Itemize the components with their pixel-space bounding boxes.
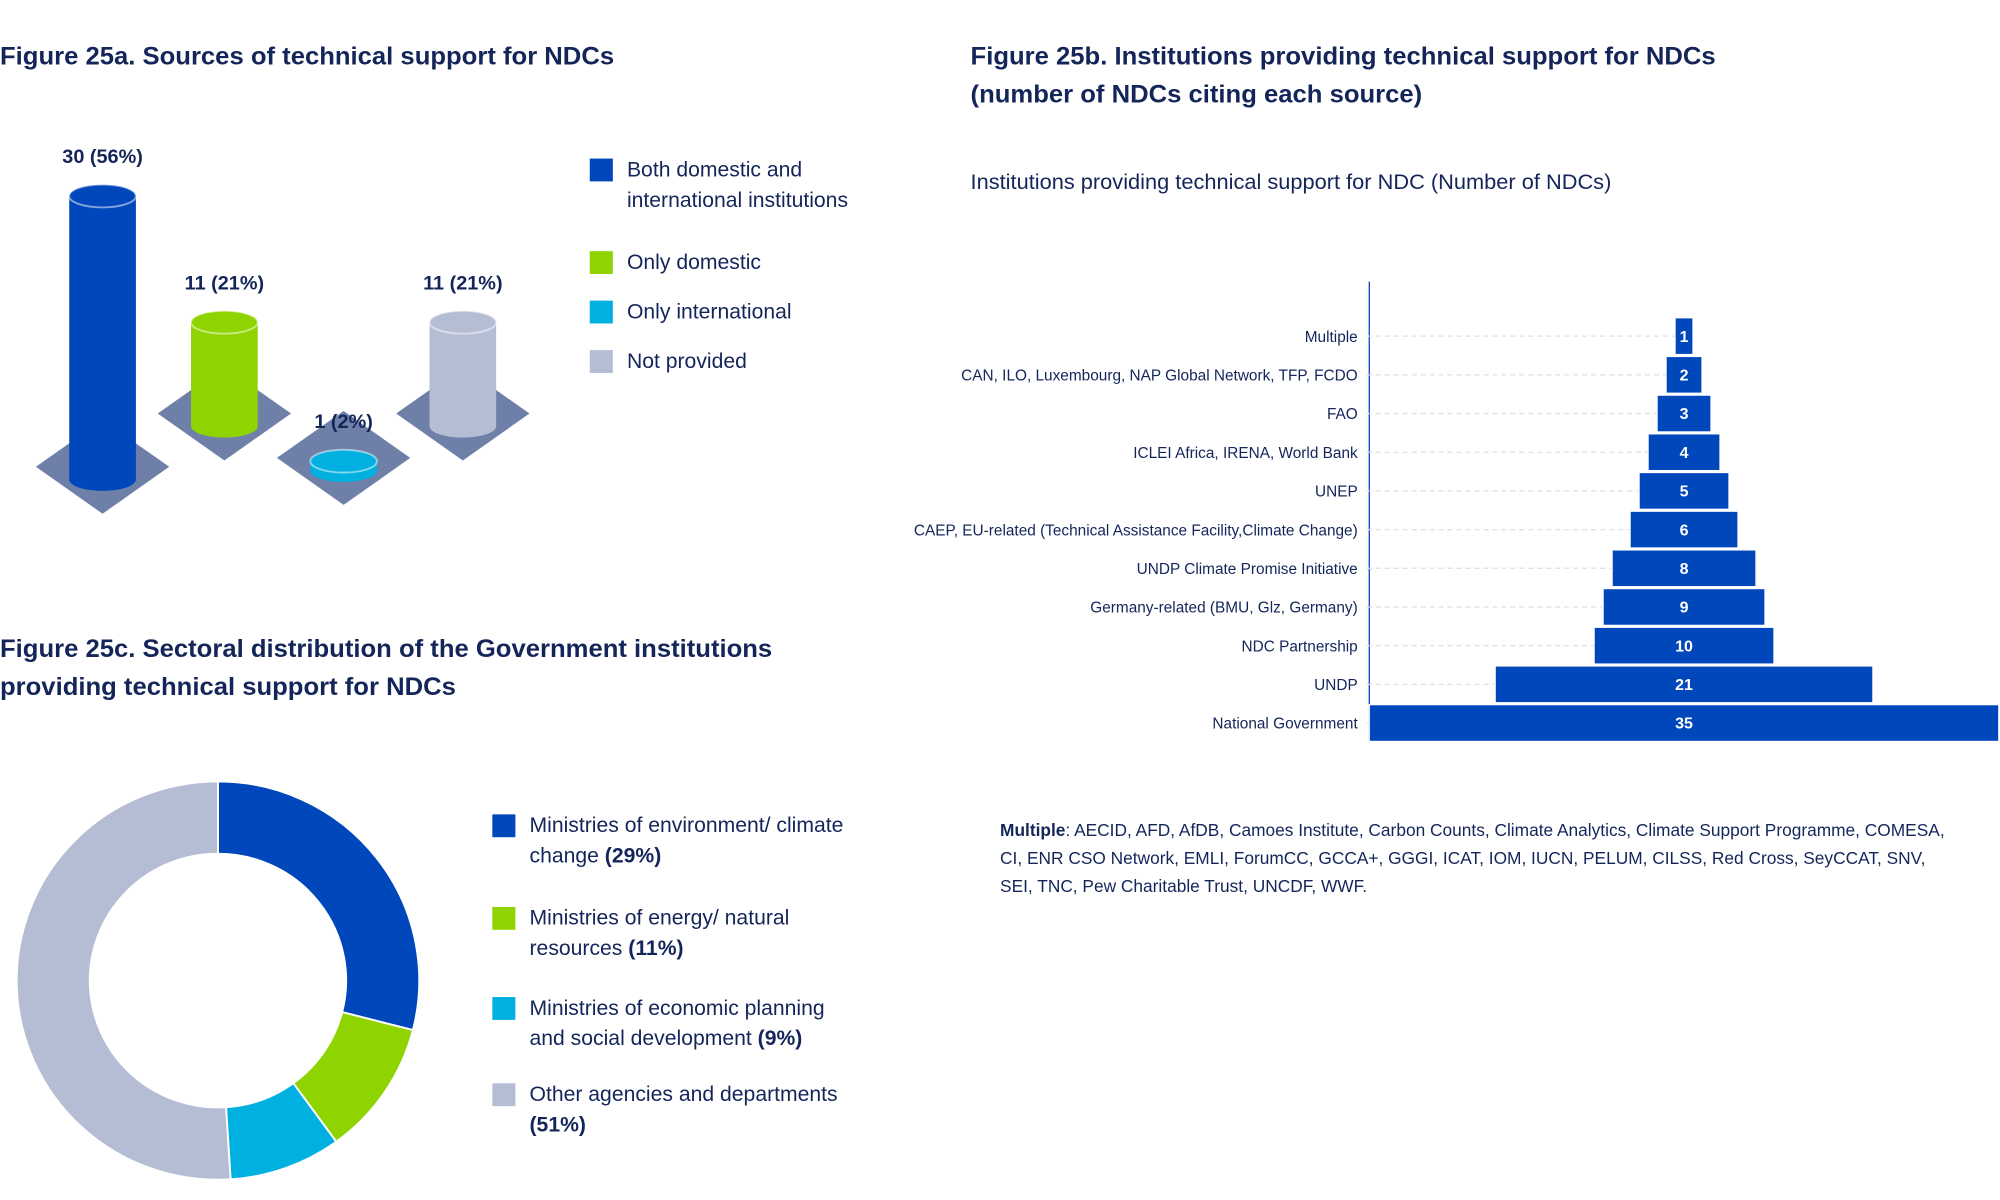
- note-text: : AECID, AFD, AfDB, Camoes Institute, Ca…: [1000, 820, 1945, 896]
- y-tick-label: CAEP, EU-related (Technical Assistance F…: [914, 522, 1358, 539]
- cylinder: [429, 322, 497, 438]
- y-tick-label: National Government: [1212, 716, 1358, 733]
- legend-value: (51%): [529, 1113, 586, 1137]
- y-tick-label: FAO: [1327, 406, 1358, 423]
- value-label: 35: [1675, 716, 1693, 733]
- bar: [1638, 471, 1730, 510]
- legend-swatch: [492, 814, 516, 838]
- note-label: Multiple: [1000, 820, 1066, 840]
- cylinder-top: [309, 448, 378, 474]
- value-label: 6: [1680, 522, 1689, 539]
- legend-label: Only domestic: [626, 251, 761, 274]
- bar: [1647, 433, 1721, 472]
- bar: [1494, 665, 1874, 704]
- legend-value: (29%): [604, 844, 662, 868]
- cylinder-top: [190, 309, 259, 335]
- legend-label: Ministries of energy/ natural resources: [529, 906, 790, 961]
- legend-swatch: [492, 997, 516, 1020]
- value-label: 5: [1680, 484, 1689, 501]
- chart-subtitle: Institutions providing technical support…: [970, 169, 1612, 195]
- value-label: 4: [1680, 445, 1689, 462]
- value-label: 1 (2%): [314, 411, 372, 433]
- value-label: 1: [1680, 329, 1689, 346]
- value-label: 11 (21%): [185, 272, 264, 294]
- legend-item: Ministries of economic planning and soci…: [530, 993, 857, 1054]
- value-label: 11 (21%): [423, 272, 502, 294]
- bar: [1674, 317, 1694, 356]
- value-label: 10: [1675, 638, 1693, 655]
- value-label: 30 (56%): [62, 146, 143, 168]
- donut-slice: [15, 780, 232, 1181]
- note: Multiple: AECID, AFD, AfDB, Camoes Insti…: [1000, 817, 1949, 901]
- legend-value: (9%): [757, 1027, 803, 1051]
- chart-title: Figure 25b. Institutions providing techn…: [970, 43, 1716, 110]
- legend-item: Other agencies and departments (51%): [530, 1079, 857, 1140]
- y-tick-label: ICLEI Africa, IRENA, World Bank: [1133, 445, 1358, 462]
- legend-item: Ministries of energy/ natural resources …: [530, 903, 857, 964]
- bar: [1368, 704, 2000, 743]
- donut-slice: [216, 780, 421, 1032]
- legend-value: (11%): [628, 937, 684, 961]
- y-tick-label: Multiple: [1305, 329, 1358, 346]
- legend-swatch: [589, 300, 613, 324]
- value-label: 3: [1680, 406, 1689, 423]
- legend-label: Ministries of environment/ climate chang…: [529, 814, 844, 868]
- legend-swatch: [589, 350, 613, 373]
- legend-label: Ministries of economic planning and soci…: [529, 997, 825, 1051]
- y-tick-label: UNDP: [1314, 677, 1358, 694]
- bar: [1656, 394, 1712, 433]
- legend-label: Other agencies and departments: [529, 1083, 838, 1107]
- bar: [1629, 510, 1739, 549]
- cylinder-top: [68, 183, 137, 209]
- cylinder: [191, 322, 258, 438]
- bar: [1602, 587, 1766, 627]
- legend-swatch: [492, 906, 516, 930]
- y-tick-label: UNDP Climate Promise Initiative: [1137, 561, 1358, 578]
- chart-title: Figure 25c. Sectoral distribution of the…: [0, 635, 773, 702]
- legend-swatch: [589, 158, 613, 182]
- bar: [1611, 549, 1757, 588]
- value-label: 2: [1680, 368, 1689, 385]
- y-tick-label: CAN, ILO, Luxembourg, NAP Global Network…: [961, 368, 1358, 385]
- value-label: 8: [1680, 561, 1689, 578]
- value-label: 21: [1675, 677, 1693, 694]
- bar: [1665, 355, 1703, 394]
- y-tick-label: UNEP: [1315, 484, 1358, 501]
- value-label: 9: [1680, 600, 1689, 617]
- y-tick-label: Germany-related (BMU, Glz, Germany): [1090, 600, 1357, 617]
- legend-label: Not provided: [626, 350, 747, 373]
- cylinder: [69, 195, 136, 491]
- chart-title: Figure 25a. Sources of technical support…: [0, 43, 615, 72]
- legend-label: Both domestic and international institut…: [626, 158, 849, 212]
- legend-label: Only international: [626, 300, 792, 324]
- cylinder-top: [428, 309, 498, 335]
- legend-item: Ministries of environment/ climate chang…: [530, 811, 857, 872]
- legend-swatch: [492, 1083, 516, 1107]
- legend-swatch: [589, 251, 613, 274]
- y-tick-label: NDC Partnership: [1242, 638, 1358, 655]
- bar: [1593, 626, 1775, 665]
